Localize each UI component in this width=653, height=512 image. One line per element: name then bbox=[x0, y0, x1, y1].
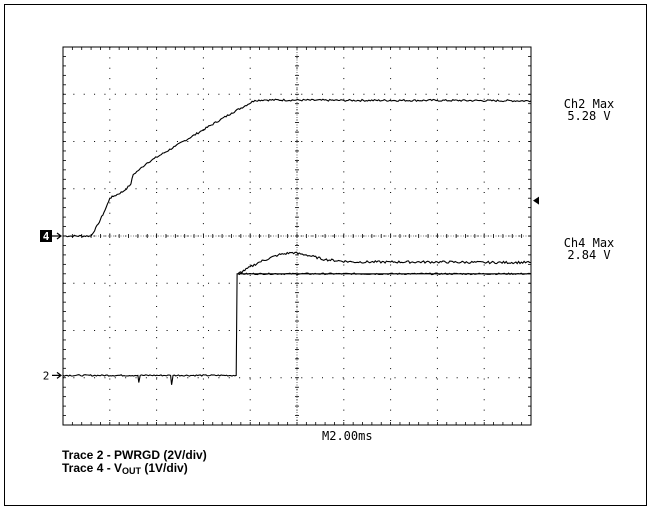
timebase-label: M2.00ms bbox=[322, 429, 373, 443]
trace4-caption-sub: OUT bbox=[122, 466, 142, 476]
scope-frame bbox=[4, 4, 647, 506]
ch2-max-measurement: Ch2 Max 5.28 V bbox=[544, 98, 634, 122]
trigger-level-marker bbox=[533, 196, 539, 205]
ch2-max-label: Ch2 Max bbox=[563, 97, 615, 111]
ch2-ground-marker-label: 2 bbox=[43, 369, 50, 382]
ch4-ground-marker-box bbox=[40, 230, 52, 242]
trace4-caption: Trace 4 - VOUT (1V/div) bbox=[62, 462, 188, 478]
ch2-max-value: 5.28 V bbox=[567, 109, 611, 123]
ch4-max-value: 2.84 V bbox=[567, 248, 611, 262]
ch2-ground-marker-arrow bbox=[52, 371, 62, 379]
ch4-ground-marker-arrow bbox=[52, 232, 62, 240]
trace2-caption: Trace 2 - PWRGD (2V/div) bbox=[62, 448, 207, 462]
trace4-caption-suffix: (1V/div) bbox=[141, 461, 188, 475]
ch4-max-measurement: Ch4 Max 2.84 V bbox=[544, 237, 634, 261]
trace-2-line bbox=[62, 251, 532, 385]
trace4-caption-prefix: Trace 4 - V bbox=[62, 461, 123, 475]
ch4-max-label: Ch4 Max bbox=[563, 236, 615, 250]
trace-4-line bbox=[63, 98, 532, 238]
ch4-ground-marker-label: 4 bbox=[43, 230, 50, 243]
